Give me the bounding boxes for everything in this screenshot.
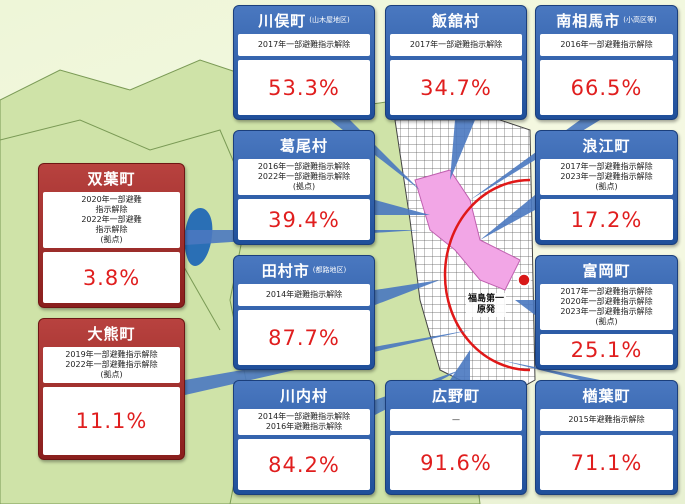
return-rate: 17.2% xyxy=(540,199,673,240)
municipality-card: 川内村 2014年一部避難指示解除 2016年避難指示解除 84.2% xyxy=(233,380,375,495)
plant-line: 原発 xyxy=(477,305,496,315)
plant-label: 福島第一 原発 xyxy=(466,293,507,317)
return-rate: 66.5% xyxy=(540,60,673,115)
status-notes: 2017年一部避難指示解除 xyxy=(238,34,370,56)
municipality-card: 広野町 — 91.6% xyxy=(385,380,527,495)
status-notes: 2017年一部避難指示解除 xyxy=(390,34,522,56)
municipality-name: 田村市 xyxy=(261,261,310,280)
status-line: 2015年避難指示解除 xyxy=(568,415,645,424)
municipality-name: 富岡町 xyxy=(582,261,631,280)
card-header: 葛尾村 xyxy=(238,131,370,159)
plant-line: 福島第一 xyxy=(468,294,505,304)
municipality-card: 飯舘村 2017年一部避難指示解除 34.7% xyxy=(385,5,527,120)
status-line: 2016年一部避難指示解除 xyxy=(257,162,351,171)
municipality-card: 葛尾村 2016年一部避難指示解除 2022年一部避難指示解除 (拠点) 39.4% xyxy=(233,130,375,245)
status-line: 指示解除 xyxy=(95,225,128,234)
status-line: (拠点) xyxy=(595,182,618,191)
municipality-card: 大熊町 2019年一部避難指示解除 2022年一部避難指示解除 (拠点) 11.1% xyxy=(38,318,185,460)
status-line: 2017年一部避難指示解除 xyxy=(560,287,653,296)
status-notes: 2019年一部避難指示解除 2022年一部避難指示解除 (拠点) xyxy=(43,347,180,383)
municipality-name: 広野町 xyxy=(431,386,480,405)
status-line: 2017年一部避難指示解除 xyxy=(257,40,351,49)
return-rate: 34.7% xyxy=(390,60,522,115)
status-notes: 2017年一部避難指示解除 2020年一部避難指示解除 2023年一部避難指示解除(… xyxy=(540,284,673,330)
district-name: (小高区等) xyxy=(623,16,657,24)
status-line: 指示解除 xyxy=(95,205,128,214)
status-line: 2023年一部避難指示解除 xyxy=(560,307,653,316)
status-line: 2014年一部避難指示解除 xyxy=(257,412,351,421)
municipality-card: 富岡町 2017年一部避難指示解除 2020年一部避難指示解除 2023年一部避難指示… xyxy=(535,255,678,370)
status-notes: 2020年一部避難 指示解除 2022年一部避難 指示解除 (拠点) xyxy=(43,192,180,248)
status-notes: 2017年一部避難指示解除 2023年一部避難指示解除 (拠点) xyxy=(540,159,673,195)
municipality-name: 双葉町 xyxy=(87,169,136,188)
municipality-name: 葛尾村 xyxy=(279,136,328,155)
return-rate: 87.7% xyxy=(238,310,370,365)
card-header: 飯舘村 xyxy=(390,6,522,34)
status-line: 2020年一部避難 xyxy=(81,195,142,204)
status-line: 2022年一部避難指示解除 xyxy=(65,360,158,369)
status-line: 2016年避難指示解除 xyxy=(265,422,343,431)
return-rate: 11.1% xyxy=(43,387,180,455)
card-header: 広野町 xyxy=(390,381,522,409)
card-header: 富岡町 xyxy=(540,256,673,284)
status-line: 2022年一部避難指示解除 xyxy=(257,172,351,181)
status-line: 2022年一部避難 xyxy=(81,215,142,224)
status-line: 2019年一部避難指示解除 xyxy=(65,350,158,359)
card-header: 南相馬市 (小高区等) xyxy=(540,6,673,34)
municipality-card: 浪江町 2017年一部避難指示解除 2023年一部避難指示解除 (拠点) 17.2% xyxy=(535,130,678,245)
municipality-name: 川内村 xyxy=(279,386,328,405)
radius-circle xyxy=(443,178,531,372)
status-notes: 2014年一部避難指示解除 2016年避難指示解除 xyxy=(238,409,370,435)
return-rate: 39.4% xyxy=(238,199,370,240)
plant-marker xyxy=(517,273,531,287)
return-rate: 71.1% xyxy=(540,435,673,490)
status-line: 2023年一部避難指示解除 xyxy=(560,172,653,181)
status-line: (拠点) xyxy=(100,370,123,379)
status-line: (拠点) xyxy=(595,317,618,326)
card-header: 川内村 xyxy=(238,381,370,409)
municipality-name: 大熊町 xyxy=(87,324,136,343)
card-header: 双葉町 xyxy=(43,164,180,192)
municipality-name: 浪江町 xyxy=(582,136,631,155)
municipality-card: 南相馬市 (小高区等) 2016年一部避難指示解除 66.5% xyxy=(535,5,678,120)
municipality-name: 楢葉町 xyxy=(582,386,631,405)
municipality-card: 田村市 (都路地区) 2014年避難指示解除 87.7% xyxy=(233,255,375,370)
status-notes: 2014年避難指示解除 xyxy=(238,284,370,306)
return-rate: 53.3% xyxy=(238,60,370,115)
card-header: 浪江町 xyxy=(540,131,673,159)
card-header: 田村市 (都路地区) xyxy=(238,256,370,284)
status-notes: 2016年一部避難指示解除 xyxy=(540,34,673,56)
status-notes: — xyxy=(390,409,522,431)
status-line: 2017年一部避難指示解除 xyxy=(409,40,503,49)
municipality-card: 楢葉町 2015年避難指示解除 71.1% xyxy=(535,380,678,495)
return-rate: 3.8% xyxy=(43,252,180,303)
status-line: 2016年一部避難指示解除 xyxy=(560,40,653,49)
municipality-card: 川俣町 (山木屋地区) 2017年一部避難指示解除 53.3% xyxy=(233,5,375,120)
return-rate: 25.1% xyxy=(540,334,673,365)
municipality-name: 南相馬市 xyxy=(556,11,621,30)
status-line: (拠点) xyxy=(292,182,316,191)
status-line: 2020年一部避難指示解除 xyxy=(560,297,653,306)
card-header: 楢葉町 xyxy=(540,381,673,409)
status-notes: 2015年避難指示解除 xyxy=(540,409,673,431)
status-line: — xyxy=(452,415,460,424)
municipality-name: 川俣町 xyxy=(258,11,307,30)
return-rate: 84.2% xyxy=(238,439,370,490)
status-line: 2014年避難指示解除 xyxy=(265,290,343,299)
district-name: (都路地区) xyxy=(312,266,347,274)
status-line: 2017年一部避難指示解除 xyxy=(560,162,653,171)
card-header: 大熊町 xyxy=(43,319,180,347)
municipality-card: 双葉町 2020年一部避難 指示解除 2022年一部避難 指示解除 (拠点) 3.8% xyxy=(38,163,185,308)
return-rate: 91.6% xyxy=(390,435,522,490)
restricted-area xyxy=(414,169,521,291)
status-line: (拠点) xyxy=(100,235,123,244)
municipality-name: 飯舘村 xyxy=(431,11,480,30)
card-header: 川俣町 (山木屋地区) xyxy=(238,6,370,34)
status-notes: 2016年一部避難指示解除 2022年一部避難指示解除 (拠点) xyxy=(238,159,370,195)
district-name: (山木屋地区) xyxy=(309,16,350,24)
